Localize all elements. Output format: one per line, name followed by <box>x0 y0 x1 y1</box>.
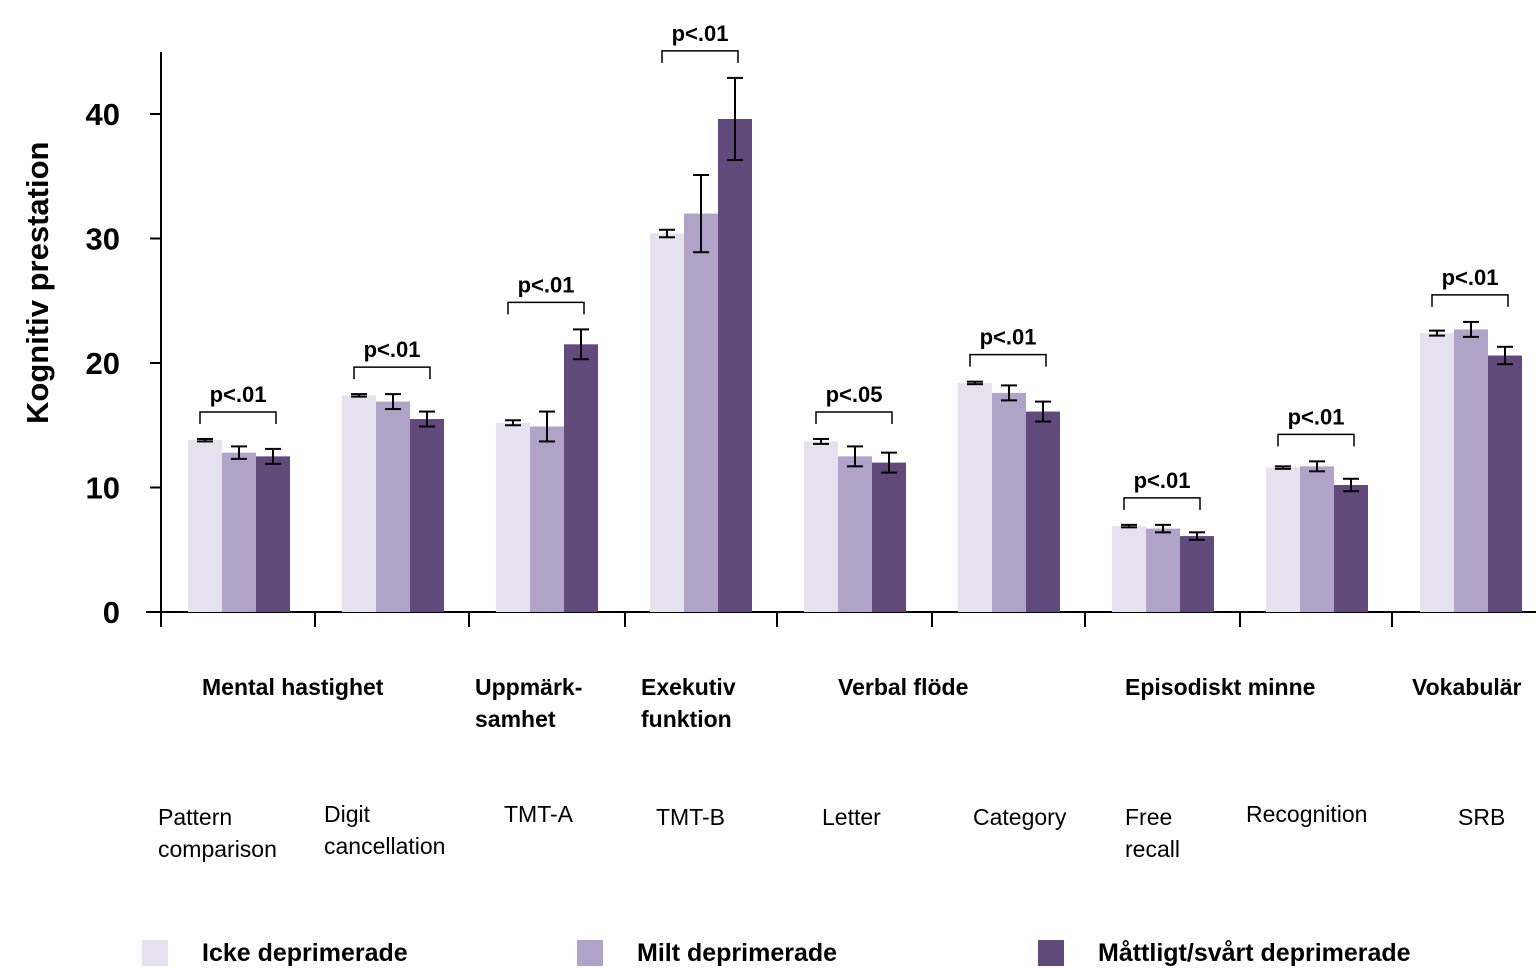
bar-0-5 <box>958 382 992 612</box>
domain-label-1-line2: samhet <box>475 706 556 732</box>
annotation-7: p<.01 <box>1288 404 1345 429</box>
category-label-1: Digit <box>324 801 371 827</box>
y-tick-label-1: 10 <box>86 471 120 506</box>
domain-labels: Mental hastighet Uppmärk-samhet Exekutiv fu… <box>202 674 1522 732</box>
annotation-3: p<.01 <box>672 21 729 46</box>
bar-0-8 <box>1420 333 1454 612</box>
domain-label-2: Exekutiv <box>641 674 736 700</box>
bracket-6 <box>1123 497 1201 510</box>
bar-2-6 <box>1180 536 1214 612</box>
domain-label-1: Uppmärk- <box>475 674 582 700</box>
legend-item-0: Icke deprimerade <box>142 938 408 968</box>
bar-0-7 <box>1266 467 1300 612</box>
bar-2-3 <box>718 118 752 612</box>
bracket-3 <box>661 50 739 63</box>
bar-2-4 <box>872 462 906 612</box>
legend-swatch-1 <box>577 940 603 966</box>
legend-label-0: Icke deprimerade <box>202 938 408 967</box>
annotations: p<.01 p<.01 p<.01 p<.01 p<.05 p<.01 p<.01 p<.01… <box>199 21 1509 510</box>
bar-2-1 <box>410 419 444 612</box>
category-label-7: Recognition <box>1246 801 1367 827</box>
category-label-0-line2: comparison <box>158 836 277 862</box>
category-label-8: SRB <box>1458 804 1505 830</box>
bar-0-3 <box>650 233 684 612</box>
bar-0-2 <box>496 422 530 612</box>
bar-2-5 <box>1026 411 1060 612</box>
annotation-2: p<.01 <box>518 272 575 297</box>
annotation-8: p<.01 <box>1442 265 1499 290</box>
annotation-5: p<.01 <box>980 325 1037 350</box>
bar-2-8 <box>1488 355 1522 612</box>
y-axis-label: Kognitiv prestation <box>20 141 55 424</box>
domain-label-5: Vokabulär <box>1412 674 1522 700</box>
domain-label-3: Verbal flöde <box>838 674 968 700</box>
bracket-2 <box>507 301 585 315</box>
bar-1-7 <box>1300 466 1334 612</box>
domain-label-0: Mental hastighet <box>202 674 384 700</box>
category-label-1-line2: cancellation <box>324 833 445 859</box>
bar-1-8 <box>1454 329 1488 612</box>
bracket-1 <box>353 366 431 380</box>
bar-1-0 <box>222 452 256 612</box>
bar-0-1 <box>342 395 376 612</box>
category-label-6-line2: recall <box>1125 836 1180 862</box>
error-bars <box>197 76 1513 541</box>
legend-label-2: Måttligt/svårt deprimerade <box>1098 938 1411 967</box>
bar-1-1 <box>376 401 410 612</box>
annotation-6: p<.01 <box>1134 468 1191 493</box>
bar-1-5 <box>992 392 1026 612</box>
bars <box>188 118 1522 612</box>
legend-label-1: Milt deprimerade <box>637 938 838 967</box>
bar-0-6 <box>1112 526 1146 612</box>
bracket-7 <box>1277 433 1355 447</box>
bar-0-0 <box>188 440 222 612</box>
bracket-0 <box>199 411 277 424</box>
annotation-1: p<.01 <box>364 337 421 362</box>
bracket-8 <box>1431 294 1509 307</box>
bar-2-0 <box>256 456 290 612</box>
legend-item-2: Måttligt/svårt deprimerade <box>1038 938 1411 968</box>
bar-1-6 <box>1146 528 1180 612</box>
y-tick-labels: 0 10 20 30 40 <box>86 97 120 630</box>
bar-0-4 <box>804 441 838 612</box>
bar-1-4 <box>838 456 872 612</box>
bar-2-7 <box>1334 485 1368 612</box>
domain-label-2-line2: funktion <box>641 706 732 732</box>
legend-swatch-0 <box>142 940 168 966</box>
category-label-0: Pattern <box>158 804 232 830</box>
category-label-6: Free <box>1125 804 1172 830</box>
legend-swatch-2 <box>1038 940 1064 966</box>
bar-1-3 <box>684 213 718 612</box>
annotation-0: p<.01 <box>210 382 267 407</box>
legend-item-1: Milt deprimerade <box>577 938 837 968</box>
bar-1-2 <box>530 426 564 612</box>
category-label-4: Letter <box>822 804 881 830</box>
bracket-4 <box>815 411 893 424</box>
category-label-3: TMT-B <box>656 804 725 830</box>
y-tick-label-3: 30 <box>86 222 120 257</box>
y-tick-label-0: 0 <box>103 595 120 630</box>
category-label-2: TMT-A <box>504 801 574 827</box>
bar-2-2 <box>564 344 598 612</box>
category-labels: Pattern comparison Digit cancellation TMT-A T… <box>158 801 1505 862</box>
y-tick-label-2: 20 <box>86 346 120 381</box>
annotation-4: p<.05 <box>826 382 883 407</box>
bracket-5 <box>969 353 1047 367</box>
category-label-5: Category <box>973 804 1067 830</box>
y-tick-label-4: 40 <box>86 97 120 132</box>
domain-label-4: Episodiskt minne <box>1125 674 1315 700</box>
